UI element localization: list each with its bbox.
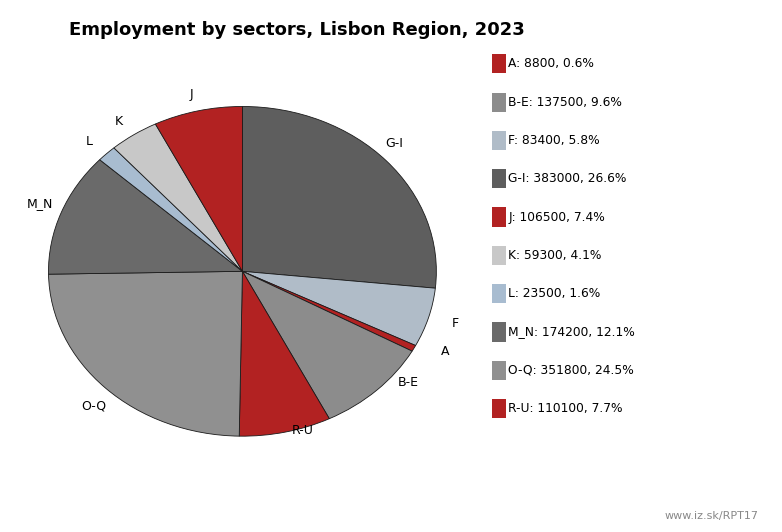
Wedge shape <box>242 106 436 288</box>
Wedge shape <box>114 124 242 271</box>
Text: L: L <box>86 135 93 148</box>
Text: G-I: G-I <box>385 137 403 150</box>
Text: F: 83400, 5.8%: F: 83400, 5.8% <box>508 134 600 147</box>
Wedge shape <box>242 271 436 345</box>
Text: K: 59300, 4.1%: K: 59300, 4.1% <box>508 249 601 262</box>
Text: B-E: B-E <box>397 376 418 389</box>
Text: A: A <box>440 345 449 359</box>
Text: B-E: 137500, 9.6%: B-E: 137500, 9.6% <box>508 96 622 109</box>
Text: G-I: 383000, 26.6%: G-I: 383000, 26.6% <box>508 172 626 185</box>
Wedge shape <box>156 106 242 271</box>
Text: R-U: R-U <box>292 424 314 437</box>
Text: J: 106500, 7.4%: J: 106500, 7.4% <box>508 211 605 223</box>
Wedge shape <box>242 271 415 351</box>
Text: A: 8800, 0.6%: A: 8800, 0.6% <box>508 57 594 70</box>
Text: J: J <box>189 88 193 102</box>
Text: F: F <box>451 317 458 330</box>
Text: R-U: 110100, 7.7%: R-U: 110100, 7.7% <box>508 402 622 415</box>
Wedge shape <box>99 148 242 271</box>
Wedge shape <box>239 271 329 436</box>
Text: K: K <box>115 114 123 128</box>
Text: O-Q: O-Q <box>81 400 106 412</box>
Wedge shape <box>48 271 242 436</box>
Text: M_N: M_N <box>27 197 53 210</box>
Wedge shape <box>242 271 412 419</box>
Text: www.iz.sk/RPT17: www.iz.sk/RPT17 <box>665 511 759 521</box>
Text: O-Q: 351800, 24.5%: O-Q: 351800, 24.5% <box>508 364 634 377</box>
Text: M_N: 174200, 12.1%: M_N: 174200, 12.1% <box>508 326 635 338</box>
Text: L: 23500, 1.6%: L: 23500, 1.6% <box>508 287 601 300</box>
Text: Employment by sectors, Lisbon Region, 2023: Employment by sectors, Lisbon Region, 20… <box>70 21 525 39</box>
Wedge shape <box>48 160 242 274</box>
